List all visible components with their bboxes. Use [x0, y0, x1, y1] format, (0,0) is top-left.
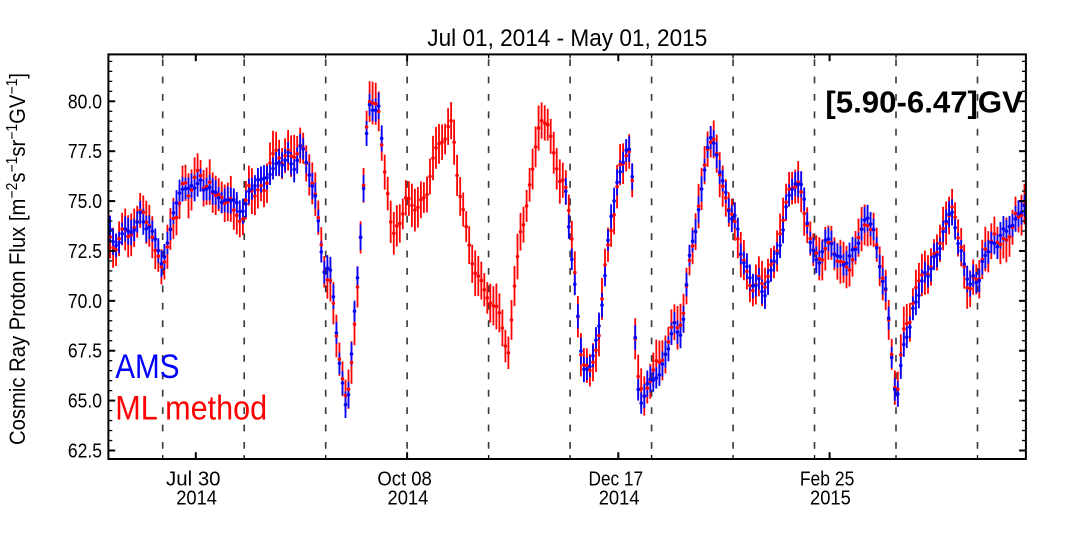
svg-text:70.0: 70.0 — [68, 291, 102, 313]
svg-text:2014: 2014 — [388, 488, 429, 510]
svg-text:62.5: 62.5 — [68, 441, 102, 463]
svg-text:2015: 2015 — [810, 488, 851, 510]
svg-text:77.5: 77.5 — [68, 141, 102, 163]
svg-text:Oct 08: Oct 08 — [377, 468, 432, 490]
svg-text:AMS: AMS — [115, 348, 179, 386]
svg-text:65.0: 65.0 — [68, 391, 102, 413]
svg-text:Jul 01, 2014 - May 01, 2015: Jul 01, 2014 - May 01, 2015 — [427, 25, 707, 52]
svg-text:80.0: 80.0 — [68, 91, 102, 113]
svg-text:[5.90-6.47]GV: [5.90-6.47]GV — [825, 86, 1023, 120]
svg-text:75.0: 75.0 — [68, 191, 102, 213]
svg-text:2014: 2014 — [599, 488, 640, 510]
svg-text:67.5: 67.5 — [68, 341, 102, 363]
svg-text:ML method: ML method — [115, 390, 267, 428]
svg-text:2014: 2014 — [176, 488, 217, 510]
svg-text:Jul 30: Jul 30 — [166, 468, 221, 490]
svg-text:Dec 17: Dec 17 — [589, 468, 644, 490]
svg-text:Feb 25: Feb 25 — [800, 468, 855, 490]
svg-text:72.5: 72.5 — [68, 241, 102, 263]
